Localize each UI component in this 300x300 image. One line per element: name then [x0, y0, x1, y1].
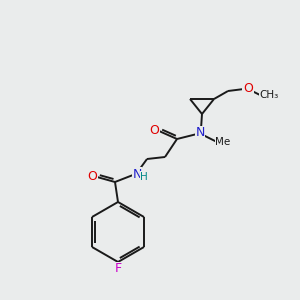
Text: Me: Me [215, 137, 231, 147]
Text: H: H [140, 172, 148, 182]
Text: O: O [243, 82, 253, 94]
Text: O: O [149, 124, 159, 136]
Text: N: N [132, 167, 142, 181]
Text: F: F [114, 262, 122, 275]
Text: CH₃: CH₃ [260, 90, 279, 100]
Text: N: N [195, 127, 205, 140]
Text: O: O [87, 169, 97, 182]
